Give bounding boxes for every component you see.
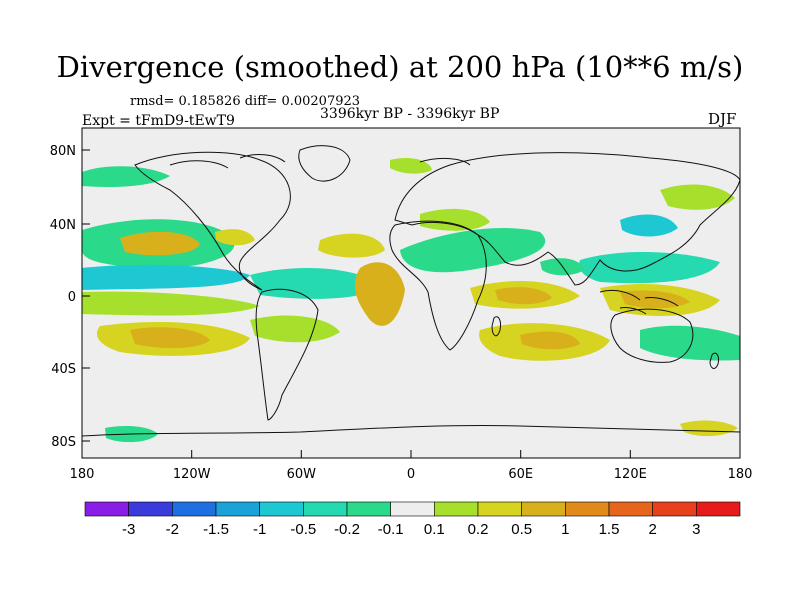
colorbar-swatch <box>565 501 610 517</box>
colorbar-swatch <box>128 501 173 517</box>
field-band <box>660 184 735 210</box>
colorbar-label: 1 <box>561 521 569 538</box>
colorbar-label: 2 <box>648 521 656 538</box>
field-band <box>130 327 210 349</box>
period-label: 3396kyr BP - 3396kyr BP <box>320 106 500 122</box>
field-band <box>82 264 250 290</box>
colorbar-label: -0.5 <box>290 521 316 538</box>
field-band <box>620 214 678 237</box>
field-band <box>250 315 340 343</box>
stats-label: rmsd= 0.185826 diff= 0.00207923 <box>130 94 361 109</box>
colorbar-swatch <box>259 501 304 517</box>
coast-eurasia <box>394 152 740 286</box>
field-band <box>82 166 170 187</box>
colorbar-label: 0.2 <box>468 521 489 538</box>
field-band <box>215 229 255 246</box>
colorbar-label: -1.5 <box>203 521 229 538</box>
lon-tick-label: 180 <box>728 467 753 482</box>
colorbar-swatch <box>477 501 522 517</box>
coast-antarctica <box>82 424 740 437</box>
coast-south-america <box>255 288 319 421</box>
lon-tick-label: 120W <box>173 467 211 482</box>
colorbar-swatch <box>346 501 391 517</box>
colorbar-label: 0.5 <box>511 521 532 538</box>
colorbar-swatch <box>652 501 697 517</box>
lon-tick-label: 180 <box>70 467 95 482</box>
colorbar-swatch <box>84 501 129 517</box>
colorbar: -3 -2 -1.5 -1 -0.5 -0.2 -0.1 0.1 0.2 0.5 1 1.5 2 3 <box>84 501 741 538</box>
colorbar-label: -0.1 <box>378 521 404 538</box>
coast-indonesia <box>599 289 679 315</box>
colorbar-swatch <box>521 501 566 517</box>
experiment-label: Expt = tFmD9-tEwT9 <box>82 113 235 129</box>
lat-tick-label: 40S <box>51 362 76 377</box>
season-label: DJF <box>708 110 737 128</box>
field-band <box>420 208 490 231</box>
lat-tick-label: 80S <box>51 435 76 450</box>
field-band <box>82 291 260 316</box>
lat-tick-label: 80N <box>50 144 76 159</box>
latitude-axis: 80N 40N 0 40S 80S <box>50 144 90 450</box>
coastlines <box>82 145 740 437</box>
colorbar-swatch <box>608 501 653 517</box>
colorbar-swatch <box>215 501 260 517</box>
contour-fields <box>82 158 740 443</box>
coast-greenland <box>298 145 351 182</box>
colorbar-label: 0.1 <box>424 521 445 538</box>
lon-tick-label: 60W <box>287 467 317 482</box>
coast-australia <box>610 308 694 363</box>
lon-tick-label: 0 <box>407 467 415 482</box>
field-band <box>520 331 580 350</box>
colorbar-swatch <box>434 501 479 517</box>
colorbar-swatch <box>172 501 217 517</box>
lon-tick-label: 120E <box>614 467 647 482</box>
field-band <box>620 290 690 309</box>
coast-north-america <box>134 151 291 291</box>
field-band <box>318 233 385 258</box>
field-band <box>680 420 738 437</box>
coast-newzealand <box>709 352 719 369</box>
colorbar-label: 3 <box>692 521 700 538</box>
field-band <box>250 267 380 299</box>
colorbar-swatch <box>390 501 435 517</box>
longitude-axis: 180 120W 60W 0 60E 120E 180 <box>70 450 753 482</box>
lon-tick-label: 60E <box>508 467 533 482</box>
colorbar-label: -0.2 <box>334 521 360 538</box>
field-band <box>354 262 405 326</box>
chart-title: Divergence (smoothed) at 200 hPa (10**6 … <box>56 50 744 84</box>
field-band <box>495 287 552 305</box>
field-band <box>579 251 720 284</box>
field-band <box>640 325 740 361</box>
coast-madagascar <box>491 316 501 337</box>
colorbar-swatch <box>303 501 348 517</box>
coast-arctic-islands <box>169 154 471 169</box>
colorbar-label: -1 <box>253 521 266 538</box>
colorbar-swatch <box>696 501 741 517</box>
field-band <box>120 231 200 256</box>
field-band <box>400 228 546 273</box>
colorbar-label: -3 <box>122 521 135 538</box>
colorbar-label: 1.5 <box>599 521 620 538</box>
lat-tick-label: 40N <box>50 218 76 233</box>
lat-tick-label: 0 <box>68 290 76 305</box>
colorbar-label: -2 <box>166 521 179 538</box>
